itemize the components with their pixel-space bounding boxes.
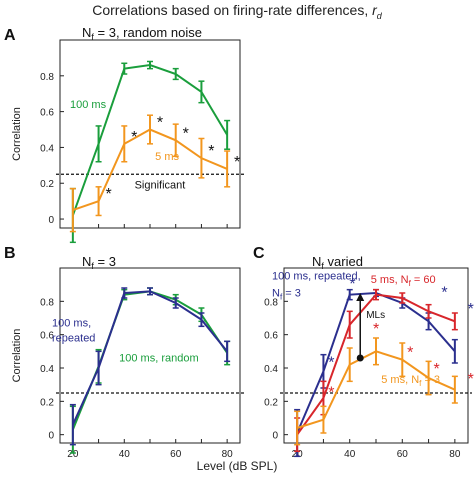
y-tick-label: 0.8 [264,297,278,308]
panel-C: CNf varied00.20.40.60.820406080*********… [253,245,474,460]
series-1 [69,114,231,233]
mls-label: MLs [366,310,385,321]
asterisk-marker: * [373,321,379,338]
series-label-repeated-2: repeated [52,332,95,344]
asterisk-marker: * [468,301,474,318]
panel-title: Nf varied [312,254,363,271]
x-tick-label: 60 [397,449,409,460]
mls-arrow-dot [356,354,364,362]
panel-title: Nf = 3 [82,254,116,271]
series-label-100ms: 100 ms [70,99,107,111]
asterisk-marker: * [328,354,334,371]
x-tick-label: 40 [344,449,356,460]
y-tick-label: 0.4 [40,364,54,375]
panel-letter: A [4,27,16,44]
panel-A: A Nf = 3, random noise 0 0.2 0.4 0.6 0.8 Correl… [4,25,244,244]
series-label-5ms: 5 ms [155,151,179,163]
series-label-orange: 5 ms, Nf = 3 [381,374,440,388]
y-tick-label: 0.6 [40,108,54,119]
series-label-repeated-1: 100 ms, [52,317,91,329]
y-tick-label: 0.2 [40,397,54,408]
asterisk-marker: * [407,344,413,361]
y-tick-label: 0.8 [40,297,54,308]
asterisk-marker: * [468,371,474,388]
series-label-blue-2: Nf = 3 [272,287,301,301]
panel-B: B Nf = 3 0 0.2 0.4 0.6 0.8 20 40 60 80 Correlation 1… [4,245,244,460]
series-label-red: 5 ms, Nf = 60 [371,274,436,288]
panel-letter: B [4,245,16,262]
asterisk-marker: * [441,284,447,301]
x-tick-label: 40 [119,449,131,460]
asterisk-marker: * [234,154,240,171]
significant-label: Significant [135,179,186,191]
panel-title: Nf = 3, random noise [82,25,202,42]
y-axis-label: Correlation [11,329,23,383]
y-tick-label: 0.8 [40,72,54,83]
y-tick-label: 0.4 [264,364,278,375]
y-axis-label: Correlation [11,107,23,161]
x-tick-label: 60 [170,449,182,460]
asterisk-marker: * [183,125,189,142]
y-tick-label: 0.2 [40,179,54,190]
asterisk-marker: * [349,276,355,293]
y-tick-label: 0.6 [264,331,278,342]
asterisk-marker: * [328,384,334,401]
asterisk-marker: * [105,186,111,203]
figure-title-symbol: r [372,2,377,18]
series-0 [69,287,231,454]
panel-letter: C [253,245,265,262]
asterisk-marker: * [433,361,439,378]
y-tick-label: 0.6 [40,331,54,342]
figure-title: Correlations based on firing-rate differ… [0,2,474,21]
series-1 [69,287,231,446]
asterisk-marker: * [208,143,214,160]
x-tick-label: 20 [67,449,79,460]
mls-arrow-head [356,293,365,301]
figure-title-text: Correlations based on firing-rate differ… [92,2,373,18]
x-tick-label: 80 [449,449,461,460]
series-2 [294,337,458,446]
x-axis-label: Level (dB SPL) [196,459,278,473]
asterisk-marker: * [157,115,163,132]
series-0 [69,60,231,244]
series-label-random: 100 ms, random [119,352,198,364]
y-tick-label: 0 [48,215,54,226]
y-tick-label: 0.4 [40,143,54,154]
y-tick-label: 0.2 [264,397,278,408]
asterisk-marker: * [131,129,137,146]
y-tick-label: 0 [48,431,54,442]
x-tick-label: 80 [222,449,234,460]
series-label-blue-1: 100 ms, repeated, [272,271,361,283]
figure-title-subscript: d [376,10,382,21]
y-tick-label: 0 [272,431,278,442]
